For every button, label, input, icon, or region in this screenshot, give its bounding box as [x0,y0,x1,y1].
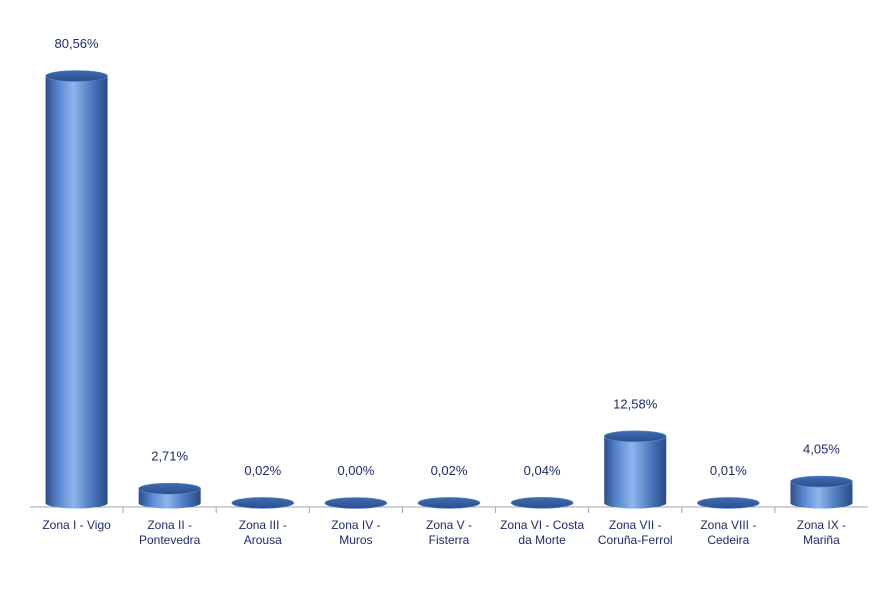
bar-3 [231,497,295,509]
x-tick-label-line: Zona IX - [797,518,846,532]
bar-6 [510,496,574,509]
bar-4 [324,497,388,509]
bar-body [45,76,108,509]
bar-top [790,475,853,488]
bar-2 [138,482,201,509]
x-tick-label: Zona I - Vigo [42,518,111,532]
bars [45,70,853,509]
data-label: 0,01% [710,463,747,478]
bar-9 [790,475,853,509]
x-tick-label: Zona III -Arousa [239,518,287,547]
x-tick-label-line: Zona V - [426,518,472,532]
bar-top [45,70,108,82]
x-tick-label-line: Pontevedra [139,533,201,547]
x-tick-label-line: Zona VIII - [700,518,756,532]
x-tick-label: Zona IX -Mariña [797,518,846,547]
x-tick-label-line: Zona I - Vigo [42,518,111,532]
x-tick-label-line: Zona VI - Costa [500,518,584,532]
data-label: 12,58% [613,396,658,411]
bar-1 [45,70,108,509]
x-tick-label: Zona VI - Costa da Morte [500,518,584,547]
data-label: 0,02% [244,463,281,478]
bar-top [603,430,667,443]
bar-body [604,436,667,509]
data-label: 0,04% [524,463,561,478]
x-tick-label: Zona II -Pontevedra [139,518,201,547]
bar-top [231,497,295,509]
x-tick-label-line: Arousa [244,533,282,547]
bar-top [417,497,481,509]
bar-top [510,496,574,509]
x-tick-label-line: Zona IV - [331,518,380,532]
x-tick-label-line: Fisterra [429,533,470,547]
bar-top [324,497,388,509]
x-tick-label-line: Zona II - [147,518,192,532]
bar-5 [417,497,481,509]
bar-top [697,497,760,509]
data-label: 80,56% [55,36,100,51]
data-label: 0,00% [337,463,374,478]
x-tick-label: Zona VII -Coruña-Ferrol [598,518,673,547]
data-label: 2,71% [151,449,188,464]
x-tick-label-line: Zona III - [239,518,287,532]
x-tick-label: Zona V -Fisterra [426,518,472,547]
x-tick-label-line: Mariña [803,533,840,547]
data-label: 4,05% [803,442,840,457]
x-tick-label-line: da Morte [518,533,566,547]
x-tick-label: Zona VIII -Cedeira [700,518,756,547]
x-tick-label-line: Coruña-Ferrol [598,533,673,547]
x-tick-label-line: Cedeira [707,533,749,547]
bar-7 [603,430,667,509]
x-tick-label: Zona IV -Muros [331,518,380,547]
data-label: 0,02% [431,463,468,478]
bar-8 [697,497,760,509]
bar-top [138,482,201,495]
labels: 80,56% Zona I - Vigo 2,71% Zona II -Ponteve… [42,36,846,547]
x-tick-label-line: Muros [339,533,372,547]
bar-body [790,481,853,509]
x-tick-label-line: Zona VII - [609,518,662,532]
